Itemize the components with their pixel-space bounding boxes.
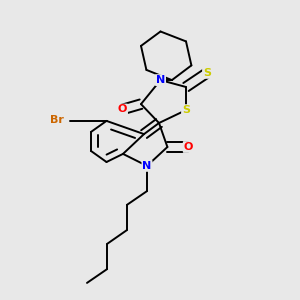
Text: Br: Br bbox=[50, 115, 64, 125]
Text: N: N bbox=[156, 75, 165, 85]
Text: S: S bbox=[203, 68, 211, 78]
Text: O: O bbox=[184, 142, 193, 152]
Text: S: S bbox=[182, 105, 190, 115]
Text: N: N bbox=[142, 161, 152, 171]
Text: O: O bbox=[118, 104, 127, 115]
